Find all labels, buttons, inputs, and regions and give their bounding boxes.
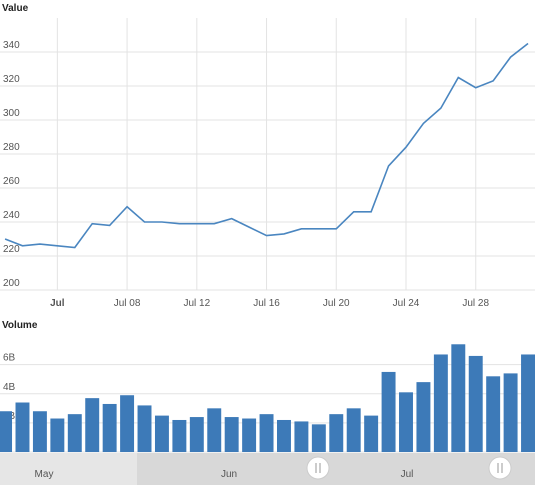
panel-title: Value [2,3,29,14]
volume-bar [277,419,291,452]
navigator-handle[interactable] [488,456,512,480]
volume-bar [242,418,257,452]
navigator-label: Jun [221,469,237,480]
volume-bar [50,418,65,452]
x-tick-label: Jul [50,298,65,309]
navigator-handle[interactable] [306,456,330,480]
navigator-unselected [0,453,137,485]
x-tick-label: Jul 28 [462,298,489,309]
volume-bar [137,405,152,452]
x-tick-label: Jul 20 [323,298,350,309]
volume-bar [399,392,413,452]
y-tick-label: 340 [3,40,20,51]
volume-bar [468,355,483,452]
panel-title: Volume [2,320,38,331]
y-tick-label: 260 [3,176,20,187]
volume-bar [486,376,501,452]
volume-bar [451,344,466,452]
x-tick-label: Jul 16 [253,298,280,309]
volume-bar [381,371,396,452]
volume-bar [521,354,535,452]
y-tick-label: 280 [3,142,20,153]
navigator-label: May [35,469,54,480]
x-tick-label: Jul 24 [393,298,420,309]
x-tick-label: Jul 12 [183,298,210,309]
volume-bar [120,395,135,452]
volume-bar [207,408,222,452]
volume-bar [433,354,448,452]
y-tick-label: 300 [3,108,20,119]
volume-bar [0,411,13,452]
x-tick-label: Jul 08 [114,298,141,309]
volume-bar [172,419,187,452]
volume-bar [329,414,344,452]
volume-bar [67,414,82,452]
volume-bar [311,424,326,452]
volume-bar [85,398,100,452]
volume-bar [102,403,117,452]
volume-bar [15,402,30,452]
y-tick-label: 200 [3,278,20,289]
volume-bar [189,417,204,452]
volume-bar [416,382,431,452]
y-tick-label: 4B [3,382,16,393]
y-tick-label: 240 [3,210,20,221]
volume-bar [364,415,379,452]
volume-bar [346,408,361,452]
value-line [4,42,529,249]
navigator-label: Jul [401,469,414,480]
y-tick-label: 220 [3,244,20,255]
volume-bar [294,421,309,452]
volume-bar [224,417,239,452]
y-tick-label: 6B [3,353,16,364]
volume-bar [154,415,169,452]
volume-bar [32,411,47,452]
volume-bar [259,414,274,452]
y-tick-label: 320 [3,74,20,85]
volume-bar [503,373,518,452]
